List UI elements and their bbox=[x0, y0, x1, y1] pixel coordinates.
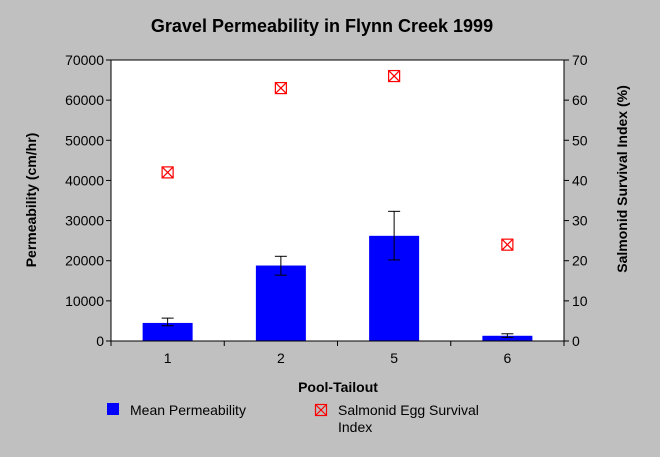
y-tick-label: 40000 bbox=[65, 172, 104, 188]
legend-item-mean-permeability: Mean Permeability bbox=[107, 402, 246, 418]
y-tick-label: 60000 bbox=[65, 92, 104, 108]
y2-tick-label: 60 bbox=[572, 92, 588, 108]
y-tick-label: 30000 bbox=[65, 213, 104, 229]
plot-area: 0 10000 20000 30000 40000 50000 60000 70000 0 10 2… bbox=[65, 52, 588, 366]
y2-tick-label: 30 bbox=[572, 213, 588, 229]
plot-background bbox=[111, 60, 564, 341]
y2-tick-label: 20 bbox=[572, 253, 588, 269]
survival-point-2 bbox=[274, 81, 287, 95]
y2-tick-label: 10 bbox=[572, 293, 588, 309]
y2-tick-label: 70 bbox=[572, 52, 588, 68]
x-tick-label: 6 bbox=[503, 350, 511, 366]
bar-1 bbox=[142, 322, 193, 341]
y2-tick-label: 50 bbox=[572, 132, 588, 148]
chart-title: Gravel Permeability in Flynn Creek 1999 bbox=[151, 16, 493, 36]
x-tick-label: 2 bbox=[277, 350, 285, 366]
y-tick-label: 20000 bbox=[65, 253, 104, 269]
y-axis-title: Permeability (cm/hr) bbox=[23, 133, 39, 268]
legend-swatch-marker bbox=[314, 403, 328, 417]
bar-2 bbox=[255, 265, 306, 341]
y-tick-label: 0 bbox=[96, 333, 104, 349]
y2-tick-label: 0 bbox=[572, 333, 580, 349]
y-tick-label: 70000 bbox=[65, 52, 104, 68]
y-tick-label: 50000 bbox=[65, 132, 104, 148]
legend-label: Mean Permeability bbox=[130, 402, 246, 418]
legend-label: Index bbox=[338, 419, 372, 435]
legend: Mean Permeability Salmonid Egg SurvivalIn… bbox=[107, 402, 479, 435]
x-tick-label: 5 bbox=[390, 350, 398, 366]
y2-axis-title: Salmonid Survival Index (%) bbox=[614, 85, 630, 273]
survival-point-6 bbox=[501, 238, 514, 251]
y2-tick-label: 40 bbox=[572, 172, 588, 188]
x-tick-label: 1 bbox=[164, 350, 172, 366]
legend-swatch-bar bbox=[107, 403, 119, 415]
x-axis-title: Pool-Tailout bbox=[298, 379, 378, 395]
y-tick-label: 10000 bbox=[65, 293, 104, 309]
bar-6 bbox=[482, 335, 533, 341]
survival-point-5 bbox=[388, 69, 401, 83]
legend-label: Salmonid Egg Survival bbox=[338, 402, 479, 418]
survival-point-1 bbox=[161, 166, 174, 179]
